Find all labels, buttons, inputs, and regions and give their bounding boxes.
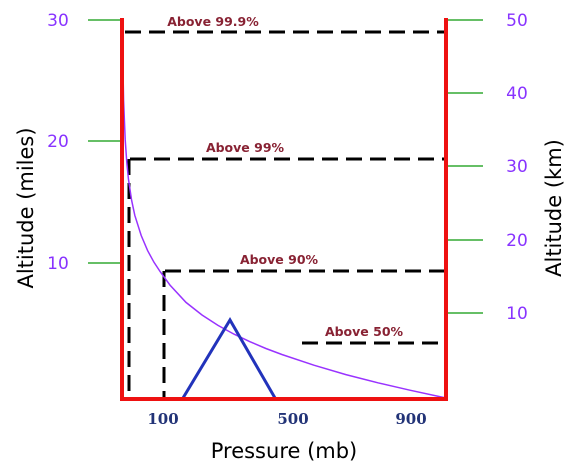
x-tick-label-100: 100 — [147, 410, 178, 428]
right-tick-label-40: 40 — [506, 84, 528, 104]
annotation-above-99: Above 99% — [206, 140, 285, 155]
annotation-above-99-9: Above 99.9% — [167, 14, 259, 29]
right-tick-label-10: 10 — [506, 304, 528, 324]
y-axis-title-right: Altitude (km) — [542, 139, 566, 277]
left-tick-label-10: 10 — [47, 254, 69, 274]
y-axis-title-left: Altitude (miles) — [14, 127, 38, 288]
right-tick-label-20: 20 — [506, 231, 528, 251]
x-tick-label-500: 500 — [277, 410, 308, 428]
x-tick-label-900: 900 — [395, 410, 426, 428]
x-axis-title: Pressure (mb) — [211, 439, 358, 463]
pressure-altitude-curve — [121, 19, 447, 399]
left-tick-label-30: 30 — [47, 11, 69, 31]
left-tick-label-20: 20 — [47, 132, 69, 152]
triangle-marker — [181, 317, 277, 399]
annotation-above-90: Above 90% — [240, 252, 319, 267]
right-tick-label-50: 50 — [506, 11, 528, 31]
annotation-above-50: Above 50% — [325, 324, 404, 339]
right-tick-label-30: 30 — [506, 157, 528, 177]
